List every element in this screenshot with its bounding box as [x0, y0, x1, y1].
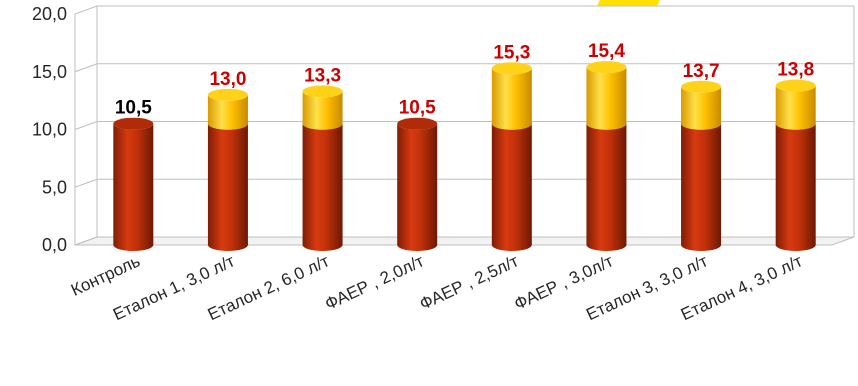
bar-top	[113, 117, 154, 130]
bar-top	[302, 85, 343, 98]
data-label: 13,3	[304, 65, 341, 86]
y-tick-label: 10,0	[32, 120, 67, 140]
chart-floor	[74, 236, 855, 246]
bar-body	[775, 85, 816, 130]
y-tick-label: 5,0	[42, 177, 67, 197]
bar-body	[681, 123, 722, 252]
y-tick-label: 15,0	[32, 62, 67, 82]
bar-body	[491, 123, 532, 252]
bar-segment-base	[491, 117, 532, 252]
bar-segment-base	[302, 117, 343, 252]
bar-top	[681, 80, 722, 93]
data-label: 13,8	[777, 60, 814, 81]
y-tick-label: 20,0	[32, 4, 67, 24]
bar-body	[207, 94, 248, 130]
bar-top	[491, 62, 532, 75]
bar-body	[775, 123, 816, 252]
x-category-label: Контроль	[68, 251, 143, 299]
y-tick-label: 0,0	[42, 235, 67, 255]
bar-segment-increase	[775, 79, 816, 130]
bar-body	[491, 68, 532, 130]
bar-body	[302, 91, 343, 130]
data-label: 13,7	[683, 61, 720, 82]
data-label: 15,3	[493, 42, 530, 63]
bar-segment-base	[207, 117, 248, 252]
bar-segment-increase	[491, 62, 532, 130]
bar-top	[397, 117, 438, 130]
bar-body	[207, 123, 248, 252]
data-label: 13,0	[209, 69, 246, 90]
data-label: 10,5	[115, 98, 152, 119]
bar-segment-increase	[681, 80, 722, 130]
bar-top	[207, 88, 248, 101]
bar-top	[775, 79, 816, 92]
bar-segment-base	[586, 117, 627, 252]
bar-segment-increase	[207, 88, 248, 130]
bar-segment-base	[775, 117, 816, 252]
bar-body	[113, 123, 154, 252]
bar-segment-increase	[586, 61, 627, 130]
bar-body	[586, 67, 627, 130]
gridline	[74, 5, 854, 15]
bar-segment-base	[681, 117, 722, 252]
bar-body	[302, 123, 343, 252]
data-label: 15,4	[588, 41, 625, 62]
bar-segment-increase	[302, 85, 343, 130]
bar-segment-base	[397, 117, 438, 252]
bar-body	[681, 86, 722, 130]
x-category-label: ФАЕР , 2,5л/т	[417, 251, 522, 313]
data-label: 10,5	[399, 98, 436, 119]
bar-body	[397, 123, 438, 252]
x-category-label: ФАЕР , 2,0л/т	[322, 251, 427, 313]
bar-segment-base	[113, 117, 154, 252]
bar-body	[586, 123, 627, 252]
bar-top	[586, 61, 627, 74]
